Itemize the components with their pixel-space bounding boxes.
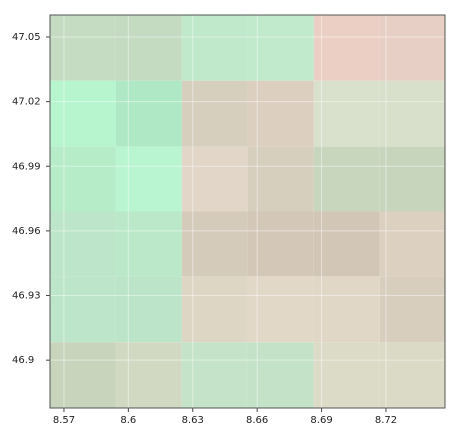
cell: [50, 211, 116, 277]
cell: [181, 211, 248, 277]
cell: [379, 276, 445, 343]
cell: [247, 80, 314, 147]
x-tick-label: 8.6: [120, 415, 136, 426]
cell: [50, 146, 116, 212]
x-tick-label: 8.69: [310, 415, 332, 426]
cell: [50, 80, 116, 147]
y-tick-label: 46.93: [12, 291, 41, 302]
cell: [181, 146, 248, 212]
plot-frame: [49, 14, 446, 409]
cell: [247, 146, 314, 212]
cell: [247, 276, 314, 343]
cell: [379, 211, 445, 277]
y-tick-label: 46.9: [12, 355, 34, 366]
cell: [379, 15, 445, 81]
cell: [247, 211, 314, 277]
cell: [247, 342, 314, 408]
x-tick-label: 8.66: [246, 415, 268, 426]
cell: [379, 80, 445, 147]
cell: [313, 80, 380, 147]
y-tick-label: 46.96: [12, 226, 41, 237]
cell: [379, 146, 445, 212]
cell: [313, 15, 380, 81]
cell: [115, 15, 182, 81]
x-tick-label: 8.57: [53, 415, 75, 426]
cell: [181, 15, 248, 81]
cell: [50, 276, 116, 343]
x-tick-label: 8.63: [182, 415, 204, 426]
x-tick-label: 8.72: [375, 415, 397, 426]
y-tick-label: 46.99: [12, 161, 41, 172]
cell: [313, 276, 380, 343]
cell: [181, 276, 248, 343]
cell: [115, 211, 182, 277]
y-tick-label: 47.02: [12, 97, 41, 108]
cell: [115, 276, 182, 343]
cell: [379, 342, 445, 408]
cell: [181, 80, 248, 147]
cell: [313, 211, 380, 277]
cell: [50, 342, 116, 408]
cell: [313, 146, 380, 212]
cell: [115, 146, 182, 212]
cell: [313, 342, 380, 408]
cell: [50, 15, 116, 81]
cell: [181, 342, 248, 408]
cell: [247, 15, 314, 81]
cell: [115, 80, 182, 147]
y-tick-label: 47.05: [12, 32, 41, 43]
cell: [115, 342, 182, 408]
